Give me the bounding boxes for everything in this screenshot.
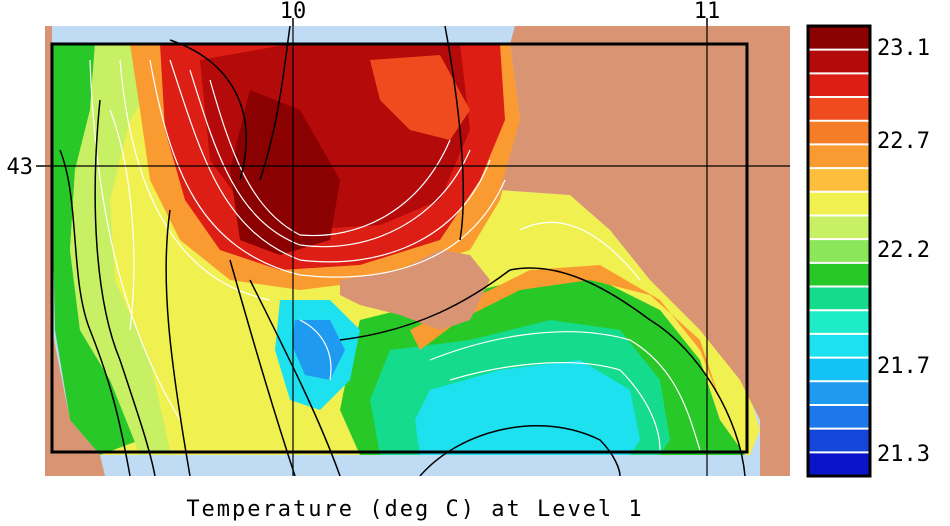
colorbar-swatch bbox=[808, 73, 870, 98]
colorbar-label: 21.3 bbox=[877, 442, 930, 467]
colorbar-swatch bbox=[808, 452, 870, 477]
colorbar-swatch bbox=[808, 286, 870, 311]
colorbar bbox=[806, 24, 872, 478]
map-caption: Temperature (deg C) at Level 1 bbox=[186, 497, 644, 522]
colorbar-swatch bbox=[808, 381, 870, 406]
land-east bbox=[500, 26, 790, 476]
graticule bbox=[36, 18, 790, 476]
colorbar-swatch bbox=[808, 404, 870, 430]
white-contours bbox=[89, 59, 701, 451]
colorbar-swatch bbox=[808, 120, 870, 145]
colorbar-swatch bbox=[808, 144, 870, 169]
colorbar-swatch bbox=[808, 168, 870, 193]
colorbar-label: 22.2 bbox=[877, 238, 930, 263]
colorbar-label: 21.7 bbox=[877, 354, 930, 379]
warm-ring bbox=[410, 265, 720, 400]
lat-label-43: 43 bbox=[7, 155, 34, 180]
colorbar-swatch bbox=[808, 191, 870, 216]
colorbar-label: 23.1 bbox=[877, 36, 930, 61]
colorbar-labels: 23.1 22.7 22.2 21.7 21.3 bbox=[877, 36, 930, 467]
max-core bbox=[230, 90, 340, 255]
warm-band-west bbox=[52, 44, 140, 455]
colorbar-label: 22.7 bbox=[877, 129, 930, 154]
colorbar-swatch bbox=[808, 428, 870, 453]
mid-band-west bbox=[70, 44, 180, 455]
colorbar-swatch bbox=[808, 310, 870, 335]
colorbar-swatch bbox=[808, 262, 870, 288]
domain-frame bbox=[50, 42, 749, 454]
colorbar-swatch bbox=[808, 239, 870, 264]
colorbar-swatch bbox=[808, 49, 870, 74]
lon-label-11: 11 bbox=[694, 0, 721, 24]
colorbar-swatch bbox=[808, 215, 870, 240]
colorbar-swatch bbox=[808, 333, 870, 359]
bathymetry-contours bbox=[59, 26, 746, 476]
colorbar-swatch bbox=[808, 357, 870, 382]
colorbar-swatch bbox=[808, 97, 870, 122]
island bbox=[340, 250, 490, 330]
lon-label-10: 10 bbox=[280, 0, 307, 24]
colorbar-swatch bbox=[808, 26, 870, 51]
cold-eddy-core bbox=[292, 320, 345, 380]
cool-pool-inner bbox=[415, 360, 640, 455]
orange-tongue bbox=[370, 55, 470, 140]
colorbar-frame bbox=[806, 24, 872, 478]
map-field bbox=[45, 26, 790, 476]
